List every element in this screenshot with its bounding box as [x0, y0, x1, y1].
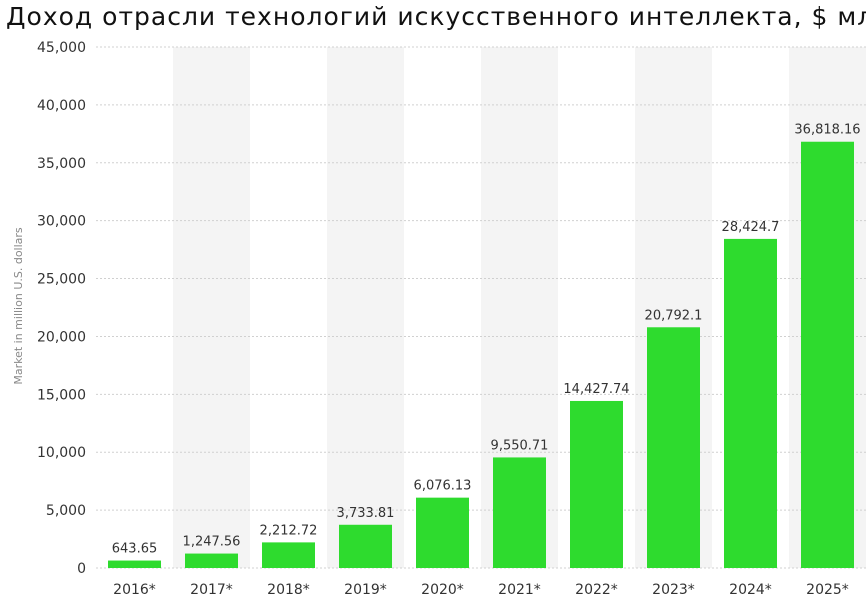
- y-tick-label: 35,000: [37, 156, 86, 172]
- bar: [493, 457, 546, 568]
- data-label: 3,733.81: [337, 506, 395, 521]
- data-label: 2,212.72: [260, 523, 318, 538]
- bar: [801, 141, 854, 568]
- x-tick-label: 2016*: [113, 582, 156, 598]
- y-tick-label: 25,000: [37, 272, 86, 288]
- y-tick-label: 0: [77, 561, 86, 577]
- data-label: 1,247.56: [183, 535, 241, 550]
- bar: [647, 327, 700, 568]
- data-label: 9,550.71: [491, 438, 549, 453]
- y-tick-label: 40,000: [37, 98, 86, 114]
- y-tick-label: 15,000: [37, 387, 86, 403]
- x-tick-label: 2023*: [652, 582, 695, 598]
- data-label: 20,792.1: [645, 308, 703, 323]
- bar: [108, 560, 161, 568]
- y-tick-label: 10,000: [37, 445, 86, 461]
- data-label: 6,076.13: [414, 479, 472, 494]
- x-tick-label: 2017*: [190, 582, 233, 598]
- y-tick-label: 20,000: [37, 329, 86, 345]
- bar: [262, 542, 315, 568]
- y-tick-label: 45,000: [37, 40, 86, 56]
- x-tick-label: 2018*: [267, 582, 310, 598]
- y-axis-label: Market in million U.S. dollars: [12, 227, 25, 385]
- bar: [570, 400, 623, 568]
- x-tick-label: 2020*: [421, 582, 464, 598]
- bar: [185, 553, 238, 568]
- data-label: 28,424.7: [722, 220, 780, 235]
- bars: [108, 141, 854, 568]
- chart-title: Доход отрасли технологий искусственного …: [6, 2, 866, 31]
- x-tick-label: 2021*: [498, 582, 541, 598]
- y-tick-label: 30,000: [37, 214, 86, 230]
- data-label: 36,818.16: [794, 123, 860, 138]
- bar: [724, 238, 777, 568]
- data-label: 14,427.74: [563, 382, 629, 397]
- x-tick-label: 2024*: [729, 582, 772, 598]
- bar: [416, 497, 469, 568]
- y-tick-label: 5,000: [46, 503, 86, 519]
- x-tick-label: 2022*: [575, 582, 618, 598]
- x-axis-ticks: 2016* 2017* 2018* 2019* 2020* 2021* 2022* 2023*…: [113, 582, 849, 598]
- category-band: [173, 47, 250, 568]
- y-axis-ticks: 0 5,000 10,000 15,000 20,000 25,000 30,000 35,0…: [37, 40, 86, 577]
- x-tick-label: 2019*: [344, 582, 387, 598]
- category-band: [327, 47, 404, 568]
- data-labels: 643.65 1,247.56 2,212.72 3,733.81 6,076.13 9,…: [112, 123, 861, 557]
- x-tick-label: 2025*: [806, 582, 849, 598]
- bar: [339, 524, 392, 568]
- data-label: 643.65: [112, 542, 158, 557]
